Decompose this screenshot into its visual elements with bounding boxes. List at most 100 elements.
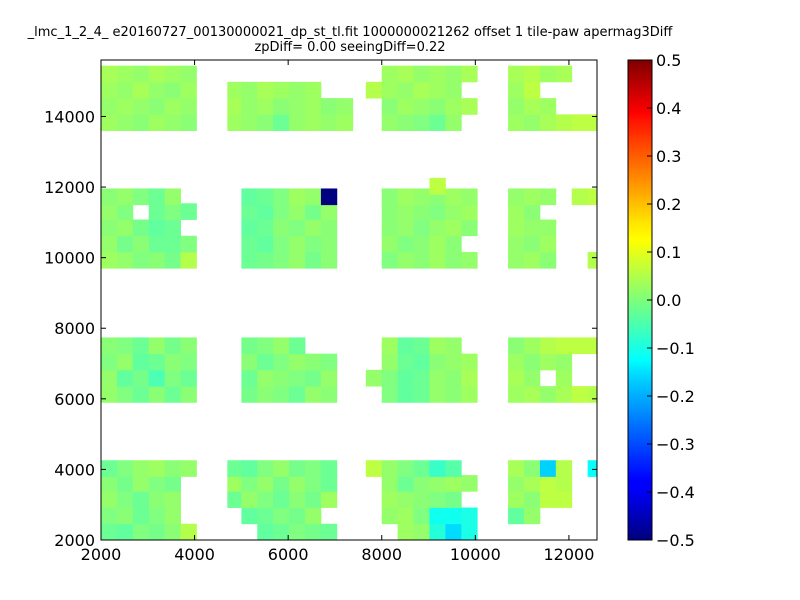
heatmap-cell: [273, 507, 290, 525]
chart-title: _lmc_1_2_4_ e20160727_00130000021_dp_st_…: [27, 25, 673, 40]
heatmap-cell: [132, 98, 150, 115]
heatmap-cell: [132, 188, 150, 206]
heatmap-cell: [429, 203, 446, 220]
heatmap-cell: [257, 491, 274, 508]
heatmap-cell: [257, 98, 274, 115]
heatmap-cell: [508, 337, 525, 355]
heatmap-cell: [180, 252, 197, 269]
heatmap-cell: [445, 491, 462, 508]
heatmap-cell: [508, 369, 525, 387]
heatmap-cell: [539, 252, 557, 269]
heatmap-cell: [508, 475, 525, 492]
heatmap-cell: [524, 203, 541, 220]
heatmap-cell: [257, 369, 274, 387]
heatmap-cell: [227, 98, 244, 115]
heatmap-cell: [381, 491, 399, 508]
heatmap-cell: [429, 460, 446, 477]
heatmap-cell: [273, 475, 290, 492]
y-tick-label: 12000: [44, 178, 95, 197]
heatmap-cell: [180, 114, 197, 131]
heatmap-cell: [413, 475, 430, 492]
heatmap-cell: [539, 337, 557, 355]
heatmap-cell: [508, 353, 525, 371]
heatmap-cell: [241, 203, 258, 220]
heatmap-cell: [320, 235, 338, 253]
heatmap-cell: [413, 188, 430, 206]
heatmap-cell: [445, 235, 462, 253]
chart-subtitle: zpDiff= 0.00 seeingDiff=0.22: [254, 40, 446, 55]
heatmap-cell: [257, 114, 274, 131]
heatmap-cell: [148, 386, 166, 403]
heatmap-cell: [555, 369, 573, 387]
heatmap-cell: [381, 460, 399, 477]
heatmap-cell: [413, 507, 430, 525]
heatmap-cell: [164, 460, 181, 477]
heatmap-cell: [101, 507, 118, 525]
heatmap-cell: [539, 460, 557, 477]
heatmap-cell: [148, 353, 166, 371]
heatmap-cell: [289, 475, 306, 492]
heatmap-cell: [241, 460, 258, 477]
heatmap-cell: [320, 523, 338, 541]
heatmap-cell: [381, 386, 399, 403]
heatmap-cell: [289, 507, 306, 525]
heatmap-cell: [101, 114, 118, 131]
heatmap-cell: [148, 188, 166, 206]
heatmap-cell: [587, 188, 598, 206]
heatmap-cell: [429, 353, 446, 371]
heatmap-cell: [164, 235, 181, 253]
heatmap-cell: [587, 386, 598, 403]
heatmap-cell: [180, 235, 197, 253]
heatmap-cell: [164, 353, 181, 371]
heatmap-cell: [148, 65, 166, 83]
heatmap-cell: [116, 460, 134, 477]
heatmap-cell: [257, 337, 274, 355]
heatmap-cell: [429, 65, 446, 83]
heatmap-cell: [381, 507, 399, 525]
heatmap-cell: [429, 98, 446, 115]
heatmap-cell: [381, 219, 399, 237]
heatmap-cell: [148, 337, 166, 355]
plot-frame: [100, 59, 598, 541]
heatmap-cell: [555, 386, 573, 403]
heatmap-cell: [397, 353, 414, 371]
heatmap-cell: [397, 235, 414, 253]
heatmap-cell: [508, 252, 525, 269]
heatmap-cell: [539, 65, 557, 83]
heatmap-cell: [524, 235, 541, 253]
heatmap-cell: [132, 475, 150, 492]
heatmap-cell: [413, 337, 430, 355]
y-tick-label: 2000: [54, 531, 95, 550]
heatmap-cell: [461, 523, 478, 541]
colorbar-tick-label: −0.2: [656, 387, 695, 406]
heatmap-cell: [101, 523, 118, 541]
heatmap-cell: [116, 114, 134, 131]
heatmap-cell: [445, 460, 462, 477]
heatmap-cell: [539, 219, 557, 237]
heatmap-cell: [320, 353, 338, 371]
heatmap-cell: [397, 491, 414, 508]
heatmap-cell: [587, 460, 598, 477]
colorbar-tick-label: 0.1: [656, 243, 681, 262]
heatmap-cell: [289, 337, 306, 355]
heatmap-cell: [241, 507, 258, 525]
heatmap-cell: [273, 523, 290, 541]
heatmap-cell: [101, 219, 118, 237]
heatmap-cell: [273, 386, 290, 403]
heatmap-cell: [305, 386, 322, 403]
heatmap-cell: [180, 337, 197, 355]
heatmap-cell: [289, 353, 306, 371]
heatmap-cell: [227, 81, 244, 99]
heatmap-cell: [413, 252, 430, 269]
heatmap-cell: [101, 369, 118, 387]
heatmap-cell: [571, 188, 589, 206]
heatmap-cell: [320, 475, 338, 492]
heatmap-cell: [429, 235, 446, 253]
heatmap-cell: [257, 475, 274, 492]
heatmap-cell: [132, 353, 150, 371]
heatmap-cell: [132, 114, 150, 131]
heatmap-cell: [508, 219, 525, 237]
heatmap-cell: [429, 369, 446, 387]
heatmap-cell: [116, 81, 134, 99]
heatmap-cell: [539, 235, 557, 253]
